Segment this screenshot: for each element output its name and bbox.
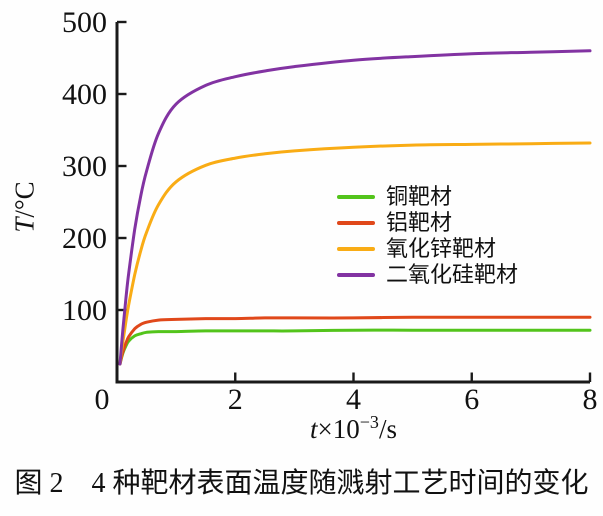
legend-item-zinc-oxide-target: 氧化锌靶材 (337, 236, 518, 262)
legend-swatch-aluminum-target (337, 221, 375, 225)
x-tick-label: 2 (228, 383, 243, 416)
legend-label: 铜靶材 (386, 184, 453, 209)
figure-caption: 图 2 4 种靶材表面温度随溅射工艺时间的变化 (14, 468, 589, 499)
x-axis-label: t×10−3/s (117, 412, 590, 445)
x-axis-variable: t (310, 414, 318, 444)
x-tick-label: 4 (346, 383, 361, 416)
x-tick-label: 6 (464, 383, 479, 416)
y-tick-label: 200 (62, 222, 107, 255)
x-axis-base: ×10 (317, 414, 360, 444)
legend-swatch-copper-target (337, 195, 375, 199)
x-axis-unit: /s (378, 414, 397, 444)
y-axis-variable: T (9, 217, 40, 233)
legend-label: 氧化锌靶材 (386, 236, 497, 261)
zinc-oxide-target-line (118, 141, 592, 366)
y-tick-label: 100 (62, 294, 107, 327)
legend-swatch-zinc-oxide-target (337, 247, 375, 251)
silicon-dioxide-target-line (118, 49, 592, 366)
y-axis-unit: /°C (9, 181, 40, 218)
y-axis-label: T/°C (10, 181, 41, 232)
legend-item-copper-target: 铜靶材 (337, 184, 518, 210)
axes-spines (115, 22, 590, 384)
aluminum-target-line (118, 315, 592, 366)
legend-label: 二氧化硅靶材 (386, 262, 519, 287)
x-tick-label: 0 (95, 383, 110, 416)
y-tick-label: 400 (62, 78, 107, 111)
legend-item-aluminum-target: 铝靶材 (337, 210, 518, 236)
legend-item-silicon-dioxide-target: 二氧化硅靶材 (337, 262, 518, 288)
y-tick-label: 500 (62, 6, 107, 39)
line-chart-canvas: 100 200 300 400 500 0 2 4 6 8 (62, 6, 598, 416)
x-tick-label: 8 (583, 383, 598, 416)
legend: 铜靶材 铝靶材 氧化锌靶材 二氧化硅靶材 (337, 184, 518, 288)
copper-target-line (118, 328, 592, 366)
x-axis-exponent: −3 (359, 412, 379, 432)
y-tick-label: 300 (62, 150, 107, 183)
legend-label: 铝靶材 (386, 210, 453, 235)
legend-swatch-silicon-dioxide-target (337, 273, 375, 277)
